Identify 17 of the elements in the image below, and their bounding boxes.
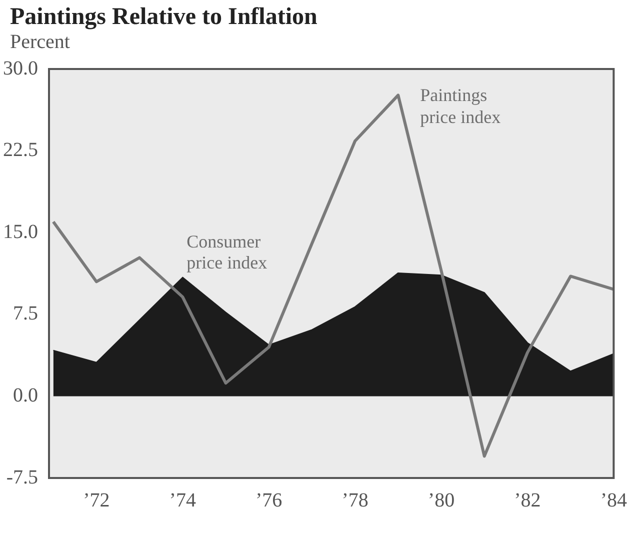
y-tick-label: 0.0 — [13, 384, 38, 406]
series-label: Paintings price index — [420, 85, 501, 128]
y-axis-title: Percent — [10, 31, 71, 54]
series-label: Consumer price index — [186, 231, 268, 272]
x-tick-label: ’80 — [428, 489, 455, 512]
x-tick-label: ’84 — [600, 489, 628, 512]
x-tick-label: ’76 — [255, 489, 282, 512]
y-tick-label: 30.0 — [3, 57, 38, 80]
x-tick-label: ’72 — [83, 489, 110, 512]
x-tick-label: ’74 — [169, 489, 196, 512]
y-tick-label: 15.0 — [3, 220, 38, 243]
x-tick-label: ’82 — [514, 489, 541, 512]
y-tick-label: 7.5 — [13, 302, 38, 325]
y-tick-label: -7.5 — [6, 466, 38, 488]
chart-title: Paintings Relative to Inflation — [10, 4, 318, 31]
x-tick-label: ’78 — [342, 489, 368, 512]
y-tick-label: 22.5 — [3, 139, 38, 162]
